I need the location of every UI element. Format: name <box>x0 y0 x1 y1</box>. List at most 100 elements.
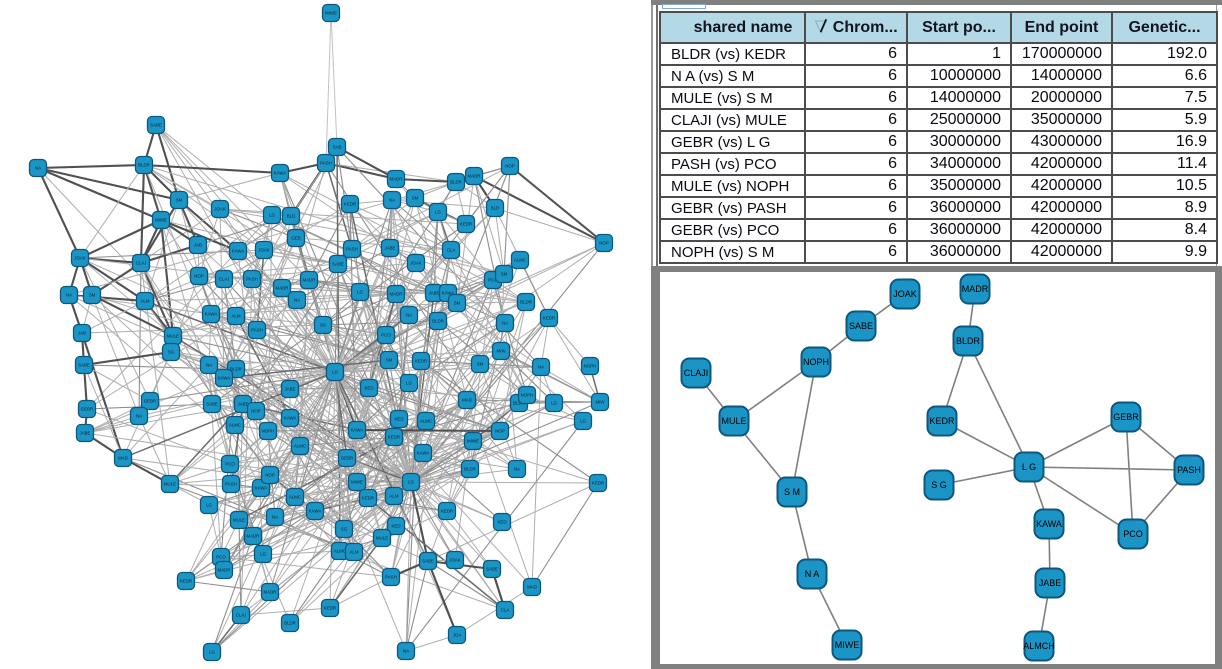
svg-text:KAWA: KAWA <box>284 416 297 421</box>
svg-text:NOPH: NOPH <box>521 393 534 398</box>
svg-text:LG: LG <box>269 213 275 218</box>
svg-text:SG: SG <box>320 323 327 328</box>
svg-text:BLD: BLD <box>491 206 500 211</box>
svg-text:MADR: MADR <box>264 590 277 595</box>
svg-text:MULE: MULE <box>721 416 746 426</box>
svg-text:NOP: NOP <box>495 429 505 434</box>
svg-text:PASH: PASH <box>246 277 258 282</box>
svg-text:CLAJ: CLAJ <box>136 261 147 266</box>
svg-text:KEDR: KEDR <box>415 359 427 364</box>
svg-text:ALMC: ALMC <box>420 419 432 424</box>
svg-text:NOP: NOP <box>194 274 204 279</box>
svg-text:SABE: SABE <box>486 567 498 572</box>
svg-text:JABE: JABE <box>429 291 440 296</box>
svg-text:MAD: MAD <box>462 398 472 403</box>
svg-text:ALMCH: ALMCH <box>1023 641 1055 651</box>
svg-text:LG: LG <box>408 480 414 485</box>
svg-text:KAWA: KAWA <box>1036 519 1062 529</box>
svg-text:KEDR: KEDR <box>180 579 192 584</box>
svg-text:MADR: MADR <box>468 174 481 179</box>
svg-text:SM: SM <box>501 272 508 277</box>
svg-text:LG: LG <box>406 381 412 386</box>
svg-text:BLD: BLD <box>287 214 296 219</box>
svg-text:GEBR: GEBR <box>81 407 93 412</box>
svg-text:JABE: JABE <box>1039 578 1062 588</box>
svg-text:KAWA: KAWA <box>309 509 322 514</box>
svg-text:L G: L G <box>1022 462 1036 472</box>
svg-text:LG: LG <box>260 552 266 557</box>
svg-text:KED: KED <box>364 386 373 391</box>
svg-text:PCO: PCO <box>381 333 391 338</box>
svg-text:JABE: JABE <box>285 387 296 392</box>
svg-text:NOPH: NOPH <box>803 357 829 367</box>
svg-text:BLDR: BLDR <box>284 621 296 626</box>
svg-text:BLDR: BLDR <box>464 467 476 472</box>
svg-text:SABE: SABE <box>849 321 873 331</box>
svg-text:MIWE: MIWE <box>155 218 167 223</box>
svg-text:MAD: MAD <box>118 456 128 461</box>
svg-text:KED: KED <box>391 524 400 529</box>
svg-text:BLDR: BLDR <box>513 401 525 406</box>
svg-text:CLAJ: CLAJ <box>219 277 230 282</box>
svg-text:ALMC: ALMC <box>289 495 301 500</box>
svg-text:KAWA: KAWA <box>218 376 231 381</box>
svg-text:MADR: MADR <box>303 278 316 283</box>
svg-text:SABE: SABE <box>332 262 344 267</box>
svg-text:NA: NA <box>206 363 212 368</box>
svg-text:GEBR: GEBR <box>341 456 353 461</box>
svg-text:PASH: PASH <box>251 328 263 333</box>
svg-text:SABE: SABE <box>150 123 162 128</box>
svg-text:KEDR: KEDR <box>441 509 453 514</box>
svg-text:LG: LG <box>357 290 363 295</box>
svg-text:NA: NA <box>403 649 409 654</box>
svg-text:MIW: MIW <box>496 349 506 354</box>
svg-text:JOAK: JOAK <box>410 261 422 266</box>
svg-text:ALMC: ALMC <box>334 549 346 554</box>
svg-text:KEDR: KEDR <box>543 316 555 321</box>
svg-text:S M: S M <box>784 487 800 497</box>
svg-text:SAB: SAB <box>333 145 342 150</box>
svg-text:KEDR: KEDR <box>324 606 336 611</box>
svg-text:GEB: GEB <box>291 236 300 241</box>
svg-text:LG: LG <box>209 650 215 655</box>
svg-text:CLAJ: CLAJ <box>236 613 247 618</box>
svg-text:NOPH: NOPH <box>262 429 275 434</box>
svg-text:NA: NA <box>294 298 300 303</box>
svg-text:S G: S G <box>931 480 947 490</box>
svg-text:NA: NA <box>136 414 142 419</box>
svg-text:GEBR: GEBR <box>1113 412 1139 422</box>
svg-text:KAWA: KAWA <box>255 486 268 491</box>
svg-text:ALM: ALM <box>140 299 149 304</box>
svg-text:JOAK: JOAK <box>258 248 270 253</box>
svg-text:BLDR: BLDR <box>450 180 462 185</box>
svg-text:ALMC: ALMC <box>229 423 241 428</box>
svg-text:SG: SG <box>341 527 348 532</box>
svg-text:MULE: MULE <box>164 482 176 487</box>
svg-text:LG: LG <box>580 419 586 424</box>
svg-text:MIWE: MIWE <box>835 640 860 650</box>
svg-text:NOP: NOP <box>251 409 261 414</box>
svg-text:KAWA: KAWA <box>274 171 287 176</box>
svg-text:MADR: MADR <box>390 177 403 182</box>
svg-text:LG: LG <box>206 503 212 508</box>
svg-text:ALMC: ALMC <box>514 258 526 263</box>
svg-text:MIW: MIW <box>595 400 605 405</box>
svg-text:KEDR: KEDR <box>460 222 472 227</box>
svg-text:BLDR: BLDR <box>230 367 242 372</box>
svg-text:JABE: JABE <box>238 402 249 407</box>
svg-text:SM: SM <box>176 198 183 203</box>
svg-text:SM: SM <box>412 196 419 201</box>
svg-text:KED: KED <box>497 520 506 525</box>
svg-text:KED: KED <box>394 417 403 422</box>
svg-text:JABE: JABE <box>385 246 396 251</box>
svg-text:JAB: JAB <box>194 243 202 248</box>
svg-text:PASH: PASH <box>225 482 237 487</box>
svg-text:SM: SM <box>89 293 96 298</box>
svg-text:BLDR: BLDR <box>520 300 532 305</box>
svg-text:PCO: PCO <box>225 462 235 467</box>
svg-text:NA: NA <box>538 365 544 370</box>
svg-text:PCO: PCO <box>488 278 498 283</box>
svg-text:KAWA: KAWA <box>351 428 364 433</box>
svg-text:MIWE: MIWE <box>325 11 337 16</box>
svg-text:JAB: JAB <box>78 331 86 336</box>
